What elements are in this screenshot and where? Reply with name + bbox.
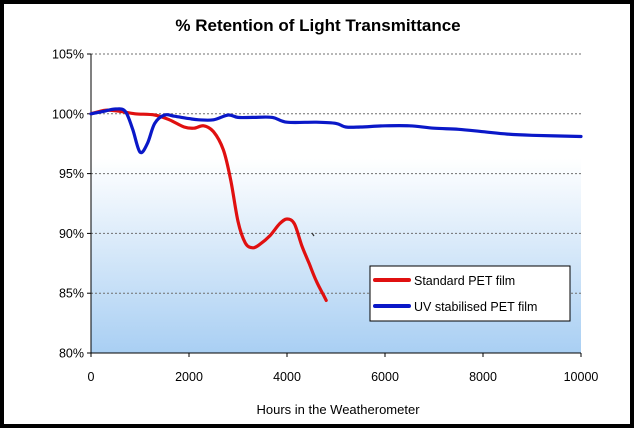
stray-mark — [311, 232, 315, 237]
y-tick-label: 90% — [59, 227, 84, 241]
y-tick-label: 80% — [59, 347, 84, 361]
x-tick-label: 8000 — [469, 370, 497, 384]
x-tick-label: 2000 — [175, 370, 203, 384]
series-line-uv-stabilised-pet — [89, 107, 583, 155]
y-tick-label: 100% — [52, 107, 84, 121]
chart-frame: % Retention of Light Transmittance 80% 85… — [4, 4, 630, 424]
series-lines — [89, 107, 583, 302]
chart-title: % Retention of Light Transmittance — [175, 16, 460, 35]
x-tick-label: 6000 — [371, 370, 399, 384]
y-tick-label: 105% — [52, 48, 84, 62]
line-chart: % Retention of Light Transmittance 80% 85… — [52, 16, 599, 417]
legend-box — [369, 265, 571, 322]
axes — [90, 54, 581, 354]
x-tick-label: 0 — [88, 370, 95, 384]
legend-label-uv-stabilised-pet: UV stabilised PET film — [414, 300, 537, 314]
series-line-standard-pet — [89, 108, 328, 302]
legend: Standard PET film UV stabilised PET film — [369, 265, 571, 322]
x-axis-label: Hours in the Weatherometer — [256, 402, 420, 417]
y-tick-label: 85% — [59, 287, 84, 301]
y-axis-ticks: 80% 85% 90% 95% 100% 105% — [52, 48, 91, 361]
x-axis-ticks: 0 2000 4000 6000 8000 10000 — [88, 353, 599, 384]
y-tick-label: 95% — [59, 167, 84, 181]
legend-label-standard-pet: Standard PET film — [414, 274, 515, 288]
x-tick-label: 10000 — [564, 370, 599, 384]
x-tick-label: 4000 — [273, 370, 301, 384]
